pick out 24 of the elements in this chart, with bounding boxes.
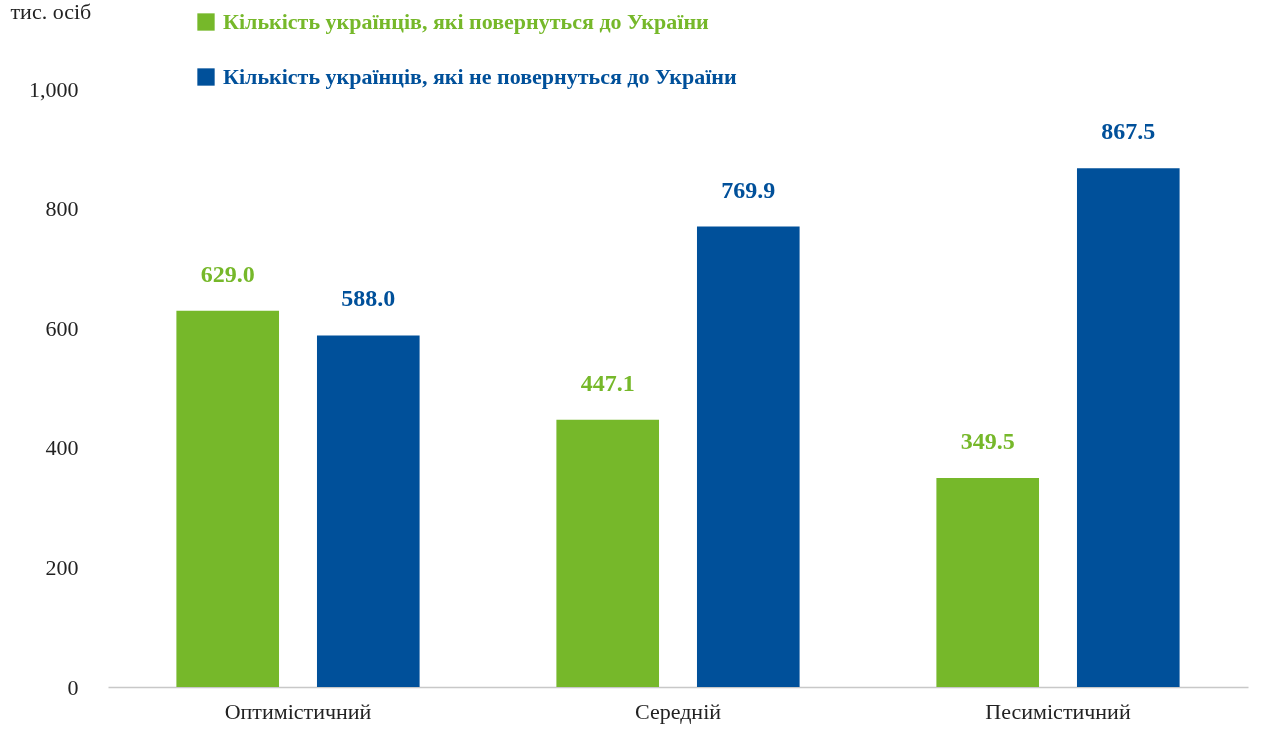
- legend-label: Кількість українців, які не повернуться до України: [223, 64, 737, 89]
- bar: [696, 226, 800, 687]
- data-label: 867.5: [1101, 118, 1156, 145]
- y-axis-title: тис. осіб: [10, 0, 92, 24]
- bar: [1076, 168, 1180, 687]
- bar: [936, 478, 1040, 687]
- legend-label: Кількість українців, які повернуться до України: [223, 9, 710, 34]
- y-tick-label: 200: [45, 554, 79, 580]
- y-tick-label: 600: [45, 315, 79, 341]
- y-tick-label: 400: [45, 435, 79, 461]
- x-tick-label: Песимістичний: [985, 698, 1131, 724]
- x-tick-label: Оптимістичний: [224, 698, 372, 724]
- data-label: 629.0: [200, 260, 255, 287]
- data-label: 769.9: [721, 176, 776, 203]
- y-tick-label: 800: [45, 196, 79, 222]
- y-tick-label: 1,000: [29, 76, 79, 102]
- bar: [556, 419, 660, 687]
- data-label: 349.5: [960, 428, 1015, 454]
- x-tick-label: Середній: [634, 698, 722, 724]
- data-label: 447.1: [580, 369, 635, 396]
- bar: [176, 310, 280, 687]
- data-label: 588.0: [341, 285, 396, 312]
- y-tick-label: 0: [67, 674, 79, 700]
- bar: [316, 335, 420, 687]
